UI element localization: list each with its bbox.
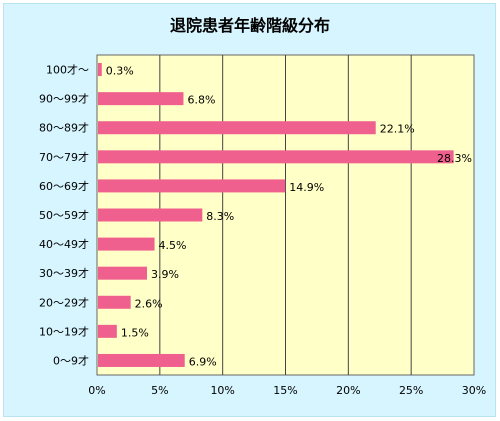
data-label: 1.5% [121,326,149,339]
data-label: 28.3% [437,152,472,165]
category-label: 60～69才 [39,179,89,193]
x-tick-label: 20% [336,384,360,397]
category-label: 30～39才 [39,266,89,280]
category-label: 0～9才 [53,353,89,367]
bars [98,63,454,367]
bar [98,179,286,193]
bar [98,63,102,77]
data-label: 6.8% [187,94,215,107]
category-label: 70～79才 [39,150,89,164]
data-label: 3.9% [151,268,179,281]
category-label: 50～59才 [39,208,89,222]
x-tick-label: 30% [462,384,486,397]
bar [98,324,117,338]
bar [98,121,376,135]
gridlines [159,55,412,375]
data-label: 6.9% [189,355,217,368]
data-label: 14.9% [289,181,324,194]
chart-title: 退院患者年齢階級分布 [170,16,330,35]
x-tick-label: 10% [210,384,234,397]
data-label: 0.3% [106,65,134,78]
bar [98,295,131,309]
bar [98,266,148,280]
x-tick-label: 5% [151,384,168,397]
data-label: 22.1% [380,123,415,136]
x-tick-label: 0% [88,384,105,397]
category-label: 90～99才 [39,92,89,106]
value-labels: 0.3% 6.8% 22.1% 28.3% 14.9% 8.3% 4.5% 3.9% 2.6% 1… [106,65,472,369]
data-label: 4.5% [159,239,187,252]
x-tick-label: 25% [399,384,423,397]
bar [98,353,185,367]
category-label: 80～89才 [39,121,89,135]
category-label: 10～19才 [39,324,89,338]
bar [98,208,203,222]
category-label: 100才～ [46,63,89,77]
category-label: 40～49才 [39,237,89,251]
bar [98,92,184,106]
data-label: 2.6% [135,297,163,310]
x-tick-labels: 0% 5% 10% 15% 20% 25% 30% [88,384,486,397]
category-labels: 100才～ 90～99才 80～89才 70～79才 60～69才 50～59才 40～49… [39,63,89,368]
data-label: 8.3% [206,210,234,223]
category-label: 20～29才 [39,295,89,309]
x-tick-label: 15% [273,384,297,397]
bar [98,150,454,164]
bar [98,237,155,251]
